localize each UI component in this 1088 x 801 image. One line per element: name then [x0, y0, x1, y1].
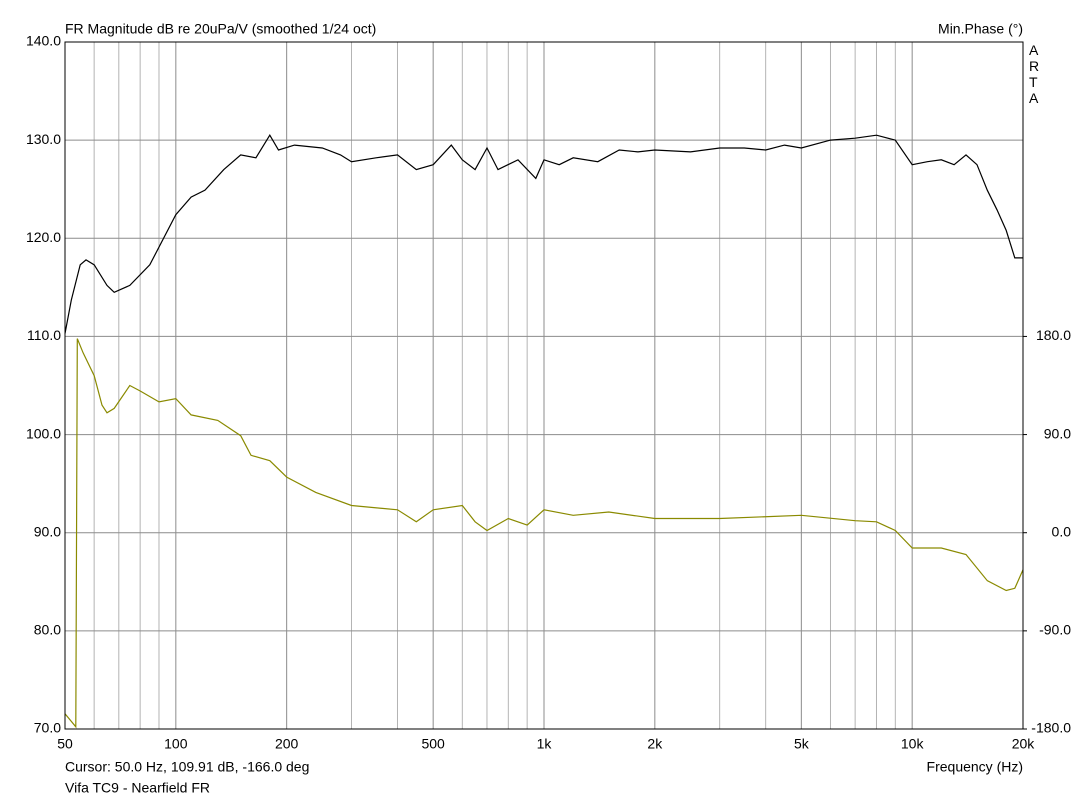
y-tick-label: 130.0	[26, 131, 61, 147]
x-tick-label: 10k	[901, 736, 925, 752]
x-tick-label: 20k	[1012, 736, 1036, 752]
y-tick-label: 140.0	[26, 33, 61, 49]
y2-axis-title: Min.Phase (°)	[938, 21, 1023, 37]
y2-tick-label: 180.0	[1036, 327, 1071, 343]
x-tick-label: 1k	[537, 736, 553, 752]
chart-title: FR Magnitude dB re 20uPa/V (smoothed 1/2…	[65, 21, 376, 37]
y-tick-label: 80.0	[34, 622, 61, 638]
x-tick-label: 500	[421, 736, 445, 752]
y-tick-label: 100.0	[26, 425, 61, 441]
watermark: ARTA	[1029, 42, 1040, 106]
series-line	[64, 134, 1023, 334]
x-tick-label: 2k	[647, 736, 663, 752]
y2-tick-label: 90.0	[1044, 425, 1071, 441]
y2-tick-label: -180.0	[1031, 720, 1071, 736]
y2-tick-label: 0.0	[1052, 523, 1072, 539]
x-tick-label: 100	[164, 736, 188, 752]
subtitle: Vifa TC9 - Nearfield FR	[65, 780, 210, 796]
x-tick-label: 200	[275, 736, 299, 752]
y-tick-label: 70.0	[34, 720, 61, 736]
y-tick-label: 90.0	[34, 523, 61, 539]
x-axis-title: Frequency (Hz)	[927, 759, 1023, 775]
y2-tick-label: -90.0	[1039, 622, 1071, 638]
y-tick-label: 120.0	[26, 229, 61, 245]
y-tick-label: 110.0	[27, 327, 61, 343]
series-line	[64, 338, 1024, 729]
x-tick-label: 50	[57, 736, 73, 752]
plot-border	[64, 41, 1024, 730]
cursor-readout: Cursor: 50.0 Hz, 109.91 dB, -166.0 deg	[65, 759, 309, 775]
x-tick-label: 5k	[794, 736, 810, 752]
